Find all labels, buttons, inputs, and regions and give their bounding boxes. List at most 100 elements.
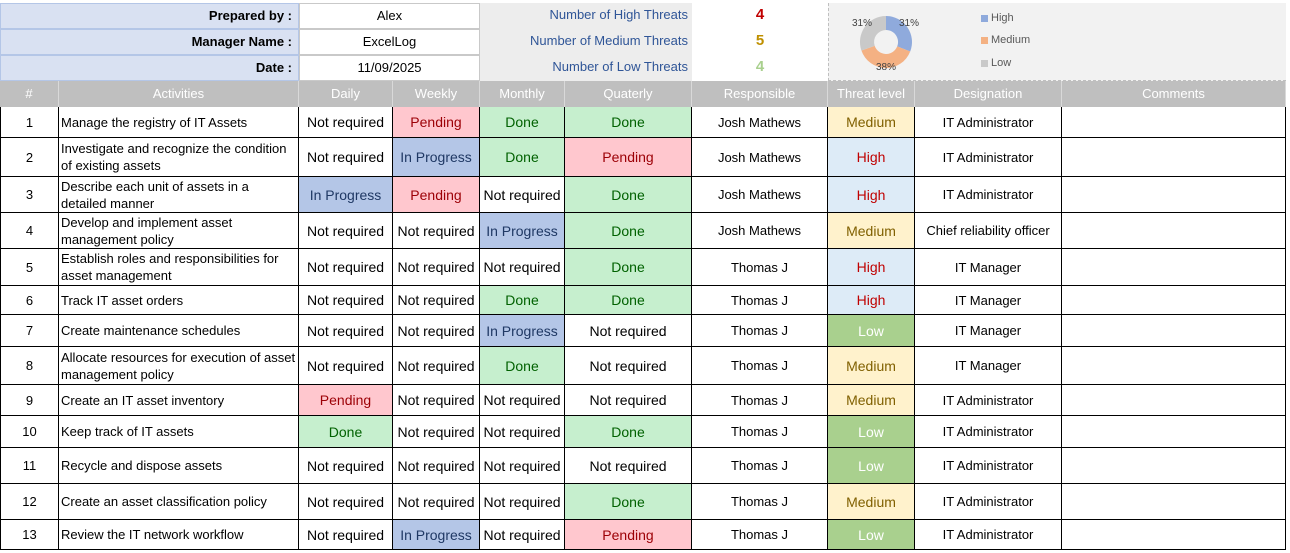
row-6-number[interactable]: 6	[0, 286, 59, 315]
row-13-responsible[interactable]: Thomas J	[692, 520, 828, 550]
row-12-threat-level[interactable]: Medium	[828, 484, 915, 520]
row-4-number[interactable]: 4	[0, 213, 59, 249]
row-6-responsible[interactable]: Thomas J	[692, 286, 828, 315]
row-13-quarterly[interactable]: Pending	[565, 520, 692, 550]
row-1-responsible[interactable]: Josh Mathews	[692, 107, 828, 138]
row-8-quarterly[interactable]: Not required	[565, 347, 692, 385]
row-12-comments[interactable]	[1062, 484, 1286, 520]
row-11-weekly[interactable]: Not required	[393, 448, 480, 484]
row-6-comments[interactable]	[1062, 286, 1286, 315]
row-5-monthly[interactable]: Not required	[480, 249, 565, 286]
row-13-threat-level[interactable]: Low	[828, 520, 915, 550]
row-1-quarterly[interactable]: Done	[565, 107, 692, 138]
col-designation-header[interactable]: Designation	[915, 81, 1062, 107]
row-1-activities[interactable]: Manage the registry of IT Assets	[59, 107, 299, 138]
row-4-quarterly[interactable]: Done	[565, 213, 692, 249]
row-8-weekly[interactable]: Not required	[393, 347, 480, 385]
row-3-weekly[interactable]: Pending	[393, 177, 480, 213]
row-2-activities[interactable]: Investigate and recognize the condition …	[59, 138, 299, 177]
prepared-by-value[interactable]: Alex	[299, 3, 480, 29]
row-1-comments[interactable]	[1062, 107, 1286, 138]
row-4-comments[interactable]	[1062, 213, 1286, 249]
row-6-activities[interactable]: Track IT asset orders	[59, 286, 299, 315]
row-10-daily[interactable]: Done	[299, 416, 393, 448]
row-2-comments[interactable]	[1062, 138, 1286, 177]
row-10-activities[interactable]: Keep track of IT assets	[59, 416, 299, 448]
row-9-threat-level[interactable]: Medium	[828, 385, 915, 416]
row-4-responsible[interactable]: Josh Mathews	[692, 213, 828, 249]
row-11-responsible[interactable]: Thomas J	[692, 448, 828, 484]
row-10-number[interactable]: 10	[0, 416, 59, 448]
row-5-comments[interactable]	[1062, 249, 1286, 286]
row-11-activities[interactable]: Recycle and dispose assets	[59, 448, 299, 484]
row-9-monthly[interactable]: Not required	[480, 385, 565, 416]
row-12-number[interactable]: 12	[0, 484, 59, 520]
row-8-designation[interactable]: IT Manager	[915, 347, 1062, 385]
row-3-daily[interactable]: In Progress	[299, 177, 393, 213]
row-3-activities[interactable]: Describe each unit of assets in a detail…	[59, 177, 299, 213]
col-activities-header[interactable]: Activities	[59, 81, 299, 107]
row-2-weekly[interactable]: In Progress	[393, 138, 480, 177]
row-6-quarterly[interactable]: Done	[565, 286, 692, 315]
manager-name-value[interactable]: ExcelLog	[299, 29, 480, 55]
low-threats-count[interactable]: 4	[692, 55, 828, 81]
row-2-number[interactable]: 2	[0, 138, 59, 177]
row-8-number[interactable]: 8	[0, 347, 59, 385]
row-6-designation[interactable]: IT Manager	[915, 286, 1062, 315]
row-5-threat-level[interactable]: High	[828, 249, 915, 286]
row-11-quarterly[interactable]: Not required	[565, 448, 692, 484]
row-7-threat-level[interactable]: Low	[828, 315, 915, 347]
row-12-activities[interactable]: Create an asset classification policy	[59, 484, 299, 520]
row-12-daily[interactable]: Not required	[299, 484, 393, 520]
col-monthly-header[interactable]: Monthly	[480, 81, 565, 107]
row-5-designation[interactable]: IT Manager	[915, 249, 1062, 286]
row-2-daily[interactable]: Not required	[299, 138, 393, 177]
col-daily-header[interactable]: Daily	[299, 81, 393, 107]
row-9-activities[interactable]: Create an IT asset inventory	[59, 385, 299, 416]
row-7-monthly[interactable]: In Progress	[480, 315, 565, 347]
row-8-activities[interactable]: Allocate resources for execution of asse…	[59, 347, 299, 385]
row-13-weekly[interactable]: In Progress	[393, 520, 480, 550]
row-8-threat-level[interactable]: Medium	[828, 347, 915, 385]
row-11-comments[interactable]	[1062, 448, 1286, 484]
row-13-comments[interactable]	[1062, 520, 1286, 550]
row-5-responsible[interactable]: Thomas J	[692, 249, 828, 286]
row-5-daily[interactable]: Not required	[299, 249, 393, 286]
row-4-threat-level[interactable]: Medium	[828, 213, 915, 249]
row-2-threat-level[interactable]: High	[828, 138, 915, 177]
row-13-number[interactable]: 13	[0, 520, 59, 550]
row-9-responsible[interactable]: Thomas J	[692, 385, 828, 416]
row-10-weekly[interactable]: Not required	[393, 416, 480, 448]
row-3-responsible[interactable]: Josh Mathews	[692, 177, 828, 213]
row-4-designation[interactable]: Chief reliability officer	[915, 213, 1062, 249]
row-6-weekly[interactable]: Not required	[393, 286, 480, 315]
row-2-designation[interactable]: IT Administrator	[915, 138, 1062, 177]
row-6-daily[interactable]: Not required	[299, 286, 393, 315]
row-2-monthly[interactable]: Done	[480, 138, 565, 177]
row-13-monthly[interactable]: Not required	[480, 520, 565, 550]
row-8-comments[interactable]	[1062, 347, 1286, 385]
row-7-activities[interactable]: Create maintenance schedules	[59, 315, 299, 347]
row-9-comments[interactable]	[1062, 385, 1286, 416]
row-7-quarterly[interactable]: Not required	[565, 315, 692, 347]
row-9-number[interactable]: 9	[0, 385, 59, 416]
row-1-threat-level[interactable]: Medium	[828, 107, 915, 138]
row-13-daily[interactable]: Not required	[299, 520, 393, 550]
row-3-number[interactable]: 3	[0, 177, 59, 213]
row-12-designation[interactable]: IT Administrator	[915, 484, 1062, 520]
row-9-weekly[interactable]: Not required	[393, 385, 480, 416]
row-4-activities[interactable]: Develop and implement asset management p…	[59, 213, 299, 249]
col-responsible-header[interactable]: Responsible	[692, 81, 828, 107]
row-5-quarterly[interactable]: Done	[565, 249, 692, 286]
row-7-number[interactable]: 7	[0, 315, 59, 347]
row-10-designation[interactable]: IT Administrator	[915, 416, 1062, 448]
row-12-monthly[interactable]: Not required	[480, 484, 565, 520]
row-2-quarterly[interactable]: Pending	[565, 138, 692, 177]
row-5-weekly[interactable]: Not required	[393, 249, 480, 286]
threat-donut-chart[interactable]	[848, 6, 926, 78]
col-quarterly-header[interactable]: Quaterly	[565, 81, 692, 107]
row-1-daily[interactable]: Not required	[299, 107, 393, 138]
row-3-threat-level[interactable]: High	[828, 177, 915, 213]
row-11-number[interactable]: 11	[0, 448, 59, 484]
row-7-designation[interactable]: IT Manager	[915, 315, 1062, 347]
